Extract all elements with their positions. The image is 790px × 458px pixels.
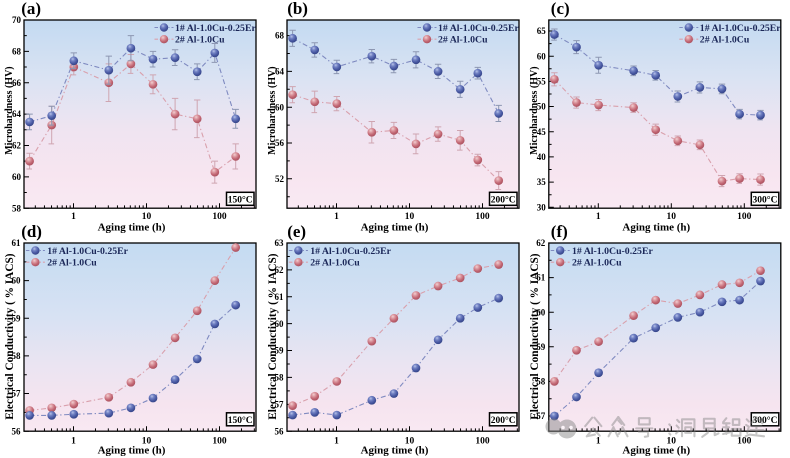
svg-text:59: 59 [536,342,546,352]
svg-text:1: 1 [596,437,601,447]
svg-text:(a): (a) [21,0,41,18]
svg-text:57: 57 [12,389,22,399]
svg-text:150°C: 150°C [228,415,253,426]
svg-text:100: 100 [212,437,227,447]
svg-text:58: 58 [12,351,22,361]
svg-text:1: 1 [334,212,339,222]
svg-text:56: 56 [275,138,285,148]
svg-text:57: 57 [536,411,546,421]
svg-text:60: 60 [537,51,547,61]
svg-text:62: 62 [275,265,285,275]
svg-text:60: 60 [275,102,285,112]
svg-text:Electrical Conductivity ( % IA: Electrical Conductivity ( % IACS) [4,253,16,420]
svg-text:Aging time (h): Aging time (h) [361,445,429,457]
svg-text:10: 10 [667,212,677,222]
svg-text:60: 60 [536,307,546,317]
svg-text:40: 40 [537,152,547,162]
svg-text:1: 1 [334,437,339,447]
svg-text:(d): (d) [21,222,42,241]
svg-text:1# Al-1.0Cu-0.25Er: 1# Al-1.0Cu-0.25Er [438,23,519,34]
svg-text:2# Al-1.0Cu: 2# Al-1.0Cu [438,35,488,46]
svg-text:Microhardness (HV): Microhardness (HV) [267,66,278,154]
svg-text:Aging time (h): Aging time (h) [361,222,429,234]
svg-text:1# Al-1.0Cu-0.25Er: 1# Al-1.0Cu-0.25Er [700,23,781,34]
svg-text:30: 30 [537,202,547,212]
svg-text:2# Al-1.0Cu: 2# Al-1.0Cu [47,258,97,269]
svg-text:1: 1 [596,212,601,222]
svg-text:10: 10 [405,212,415,222]
svg-text:300°C: 300°C [753,194,778,205]
svg-text:57: 57 [275,399,285,409]
svg-text:62: 62 [12,141,22,151]
svg-text:59: 59 [275,346,285,356]
svg-text:2# Al-1.0Cu: 2# Al-1.0Cu [310,258,360,269]
svg-text:66: 66 [12,78,22,88]
svg-text:50: 50 [537,102,547,112]
svg-text:100: 100 [737,437,752,447]
svg-text:63: 63 [275,238,285,248]
svg-text:64: 64 [275,67,285,77]
svg-text:Microhardness (HV): Microhardness (HV) [529,66,540,154]
svg-text:56: 56 [275,426,285,436]
svg-text:61: 61 [536,273,546,283]
svg-text:(f): (f) [551,222,568,241]
svg-text:100: 100 [212,212,227,222]
svg-text:Aging time (h): Aging time (h) [98,445,166,457]
svg-text:1: 1 [71,437,76,447]
svg-text:200°C: 200°C [491,194,516,205]
svg-text:68: 68 [12,46,22,56]
svg-text:Electrical Conductivity ( % IA: Electrical Conductivity ( % IACS) [529,253,541,420]
svg-text:10: 10 [405,437,415,447]
svg-text:60: 60 [275,319,285,329]
svg-text:200°C: 200°C [491,415,516,426]
svg-text:55: 55 [537,76,547,86]
svg-text:100: 100 [475,437,490,447]
svg-text:300°C: 300°C [753,415,778,426]
svg-text:59: 59 [12,313,22,323]
svg-text:1# Al-1.0Cu-0.25Er: 1# Al-1.0Cu-0.25Er [47,246,128,257]
svg-text:62: 62 [536,238,546,248]
svg-text:2# Al-1.0Cu: 2# Al-1.0Cu [700,35,750,46]
svg-text:Electrical Conductivity ( % IA: Electrical Conductivity ( % IACS) [267,253,279,420]
svg-text:2# Al-1.0Cu: 2# Al-1.0Cu [572,258,622,269]
svg-text:58: 58 [536,377,546,387]
svg-text:60: 60 [12,172,22,182]
svg-text:60: 60 [12,276,22,286]
svg-text:1# Al-1.0Cu-0.25Er: 1# Al-1.0Cu-0.25Er [310,246,391,257]
svg-text:150°C: 150°C [228,194,253,205]
svg-text:Aging time (h): Aging time (h) [622,222,690,234]
svg-text:68: 68 [275,31,285,41]
svg-text:58: 58 [275,373,285,383]
svg-text:65: 65 [537,26,547,36]
svg-text:10: 10 [142,437,152,447]
svg-text:10: 10 [667,437,677,447]
svg-text:58: 58 [12,203,22,213]
svg-text:1: 1 [71,212,76,222]
svg-text:Microhardness (HV): Microhardness (HV) [4,66,15,154]
svg-text:10: 10 [142,212,152,222]
svg-text:(e): (e) [287,222,306,241]
svg-text:1# Al-1.0Cu-0.25Er: 1# Al-1.0Cu-0.25Er [175,23,256,34]
svg-text:(b): (b) [287,0,308,18]
svg-text:Aging time (h): Aging time (h) [98,222,166,234]
svg-text:100: 100 [475,212,490,222]
svg-text:2# Al-1.0Cu: 2# Al-1.0Cu [175,35,225,46]
svg-text:Aging time (h): Aging time (h) [622,445,690,457]
svg-text:1# Al-1.0Cu-0.25Er: 1# Al-1.0Cu-0.25Er [572,246,653,257]
svg-text:45: 45 [537,127,547,137]
svg-text:61: 61 [12,238,22,248]
svg-text:52: 52 [275,174,285,184]
svg-text:70: 70 [12,15,22,25]
svg-text:(c): (c) [551,0,570,18]
svg-text:56: 56 [12,426,22,436]
svg-text:64: 64 [12,109,22,119]
svg-text:100: 100 [737,212,752,222]
svg-text:35: 35 [537,177,547,187]
svg-text:61: 61 [275,292,285,302]
